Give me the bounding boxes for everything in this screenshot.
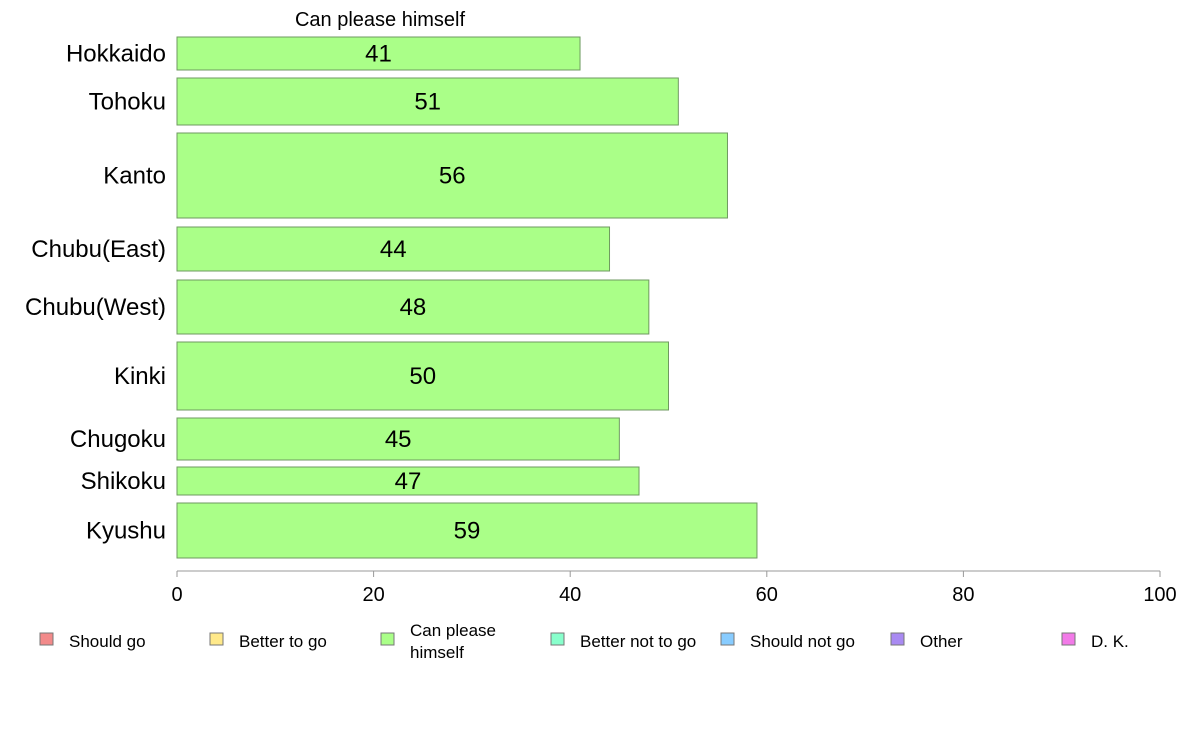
bar-value-label: 59 — [454, 518, 481, 545]
bar-value-label: 56 — [439, 163, 466, 190]
category-label: Tohoku — [89, 89, 166, 116]
bar-value-label: 41 — [365, 41, 392, 68]
legend-swatch — [890, 632, 905, 646]
legend-label: Other — [920, 632, 963, 651]
legend-swatch — [720, 632, 735, 646]
x-axis: 0 20 40 60 80 100 — [171, 570, 1177, 606]
bar-chubu-west — [176, 279, 650, 335]
x-tick-label: 80 — [952, 584, 974, 606]
bar-chubu-east — [176, 226, 611, 272]
category-label: Chubu(West) — [25, 294, 166, 321]
bar-tohoku — [176, 77, 679, 126]
legend-label: Should not go — [750, 632, 855, 651]
bar-value-label: 45 — [385, 426, 412, 453]
legend-label: Can please himself — [410, 621, 496, 662]
bar-hokkaido — [176, 36, 581, 71]
x-tick-label: 60 — [756, 584, 778, 606]
category-label: Shikoku — [81, 468, 166, 495]
bar-kanto — [176, 132, 728, 219]
legend-label: D. K. — [1091, 632, 1129, 651]
bar-value-label: 51 — [414, 89, 441, 116]
legend-label: Better not to go — [580, 632, 696, 651]
legend-swatch — [380, 632, 395, 646]
legend-swatch — [209, 632, 224, 646]
legend-swatch — [1061, 632, 1076, 646]
bar-value-label: 44 — [380, 236, 407, 263]
category-label: Chubu(East) — [31, 236, 166, 263]
category-label: Hokkaido — [66, 41, 166, 68]
category-label: Kyushu — [86, 518, 166, 545]
x-tick-label: 20 — [362, 584, 384, 606]
legend: Should go Better to go Can please himself Be… — [39, 621, 1129, 662]
category-label: Kinki — [114, 363, 166, 390]
bar-kinki — [176, 341, 669, 411]
category-label: Kanto — [103, 163, 166, 190]
bar-shikoku — [176, 466, 640, 496]
bars-group: 41 Hokkaido 51 Tohoku 56 Kanto 44 Chubu(East) 48… — [25, 36, 758, 559]
bar-value-label: 48 — [400, 294, 427, 321]
bar-chugoku — [176, 417, 620, 461]
x-tick-label: 100 — [1143, 584, 1176, 606]
legend-label: Better to go — [239, 632, 327, 651]
bar-value-label: 50 — [409, 363, 436, 390]
bar-kyushu — [176, 502, 758, 559]
legend-swatch — [550, 632, 565, 646]
legend-label: Should go — [69, 632, 146, 651]
category-label: Chugoku — [70, 426, 166, 453]
bar-value-label: 47 — [395, 468, 422, 495]
x-tick-label: 40 — [559, 584, 581, 606]
chart-title: Can please himself — [295, 9, 466, 31]
legend-swatch — [39, 632, 54, 646]
x-tick-label: 0 — [171, 584, 182, 606]
